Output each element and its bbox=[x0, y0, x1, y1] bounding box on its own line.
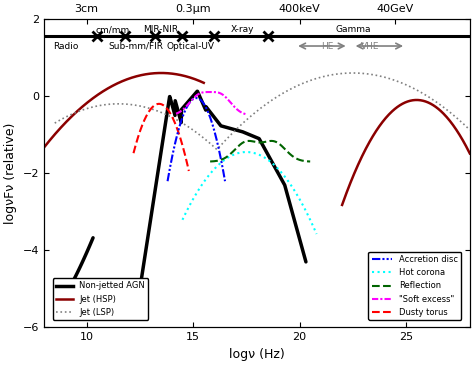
Text: Sub-mm/FIR: Sub-mm/FIR bbox=[108, 42, 163, 50]
Y-axis label: logνFν (relative): logνFν (relative) bbox=[4, 123, 17, 224]
Legend: Accretion disc, Hot corona, Reflection, "Soft excess", Dusty torus: Accretion disc, Hot corona, Reflection, … bbox=[368, 252, 461, 320]
Text: MIR-NIR: MIR-NIR bbox=[144, 25, 179, 34]
Text: X-ray: X-ray bbox=[230, 25, 254, 34]
Text: HE: HE bbox=[321, 42, 333, 50]
Text: cm/mm: cm/mm bbox=[95, 25, 129, 34]
Text: Optical-UV: Optical-UV bbox=[167, 42, 215, 50]
Text: Radio: Radio bbox=[53, 42, 78, 50]
X-axis label: logν (Hz): logν (Hz) bbox=[229, 348, 285, 361]
Text: VHE: VHE bbox=[361, 42, 379, 50]
Text: Gamma: Gamma bbox=[335, 25, 371, 34]
